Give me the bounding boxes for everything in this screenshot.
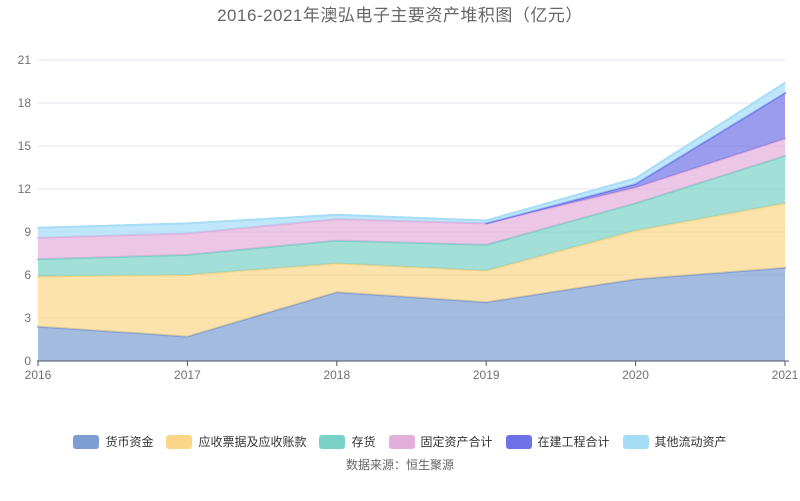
series-area-3[interactable] [38, 138, 785, 260]
legend-item-label: 应收票据及应收账款 [198, 435, 307, 449]
legend-item-label: 固定资产合计 [420, 435, 493, 449]
legend-item-label: 其他流动资产 [654, 435, 727, 449]
legend-swatch-icon [73, 434, 100, 449]
x-axis-label: 2016 [25, 368, 52, 382]
x-axis-label: 2021 [772, 368, 799, 382]
series-area-1[interactable] [38, 203, 785, 337]
y-axis-label: 9 [24, 225, 31, 239]
y-axis-label: 12 [18, 182, 32, 196]
legend-swatch-icon [505, 434, 532, 449]
legend-item-1[interactable]: 应收票据及应收账款 [166, 433, 306, 450]
legend-swatch-icon [166, 434, 193, 449]
chart-title: 2016-2021年澳弘电子主要资产堆积图（亿元） [217, 6, 583, 25]
x-axis-label: 2019 [473, 368, 500, 382]
y-axis-label: 6 [24, 268, 31, 282]
x-axis-label: 2018 [323, 368, 350, 382]
legend-swatch-icon [319, 434, 346, 449]
legend-item-3[interactable]: 固定资产合计 [388, 433, 493, 450]
legend-item-4[interactable]: 在建工程合计 [505, 433, 610, 450]
legend: 货币资金 应收票据及应收账款 存货 固定资产合计 在建工程合计 其他流动资产 [0, 433, 800, 450]
legend-item-label: 存货 [351, 435, 376, 449]
series-area-0[interactable] [38, 267, 785, 361]
legend-item-0[interactable]: 货币资金 [73, 433, 153, 450]
y-axis-label: 0 [24, 354, 31, 368]
legend-swatch-icon [388, 434, 415, 449]
x-axis-label: 2017 [174, 368, 201, 382]
y-axis-label: 18 [18, 96, 32, 110]
legend-item-2[interactable]: 存货 [319, 433, 376, 450]
series-area-2[interactable] [38, 156, 785, 277]
legend-item-label: 在建工程合计 [537, 435, 610, 449]
stacked-area-plot: 0 3 6 9 12 15 18 21 2016 2017 2018 2019 2020 2021 [18, 53, 799, 382]
x-axis-label: 2020 [622, 368, 649, 382]
y-axis-label: 3 [24, 311, 31, 325]
y-axis-label: 21 [18, 53, 32, 67]
y-axis-label: 15 [18, 139, 32, 153]
legend-item-label: 货币资金 [105, 435, 154, 449]
data-source-note: 数据来源：恒生聚源 [345, 458, 454, 472]
legend-swatch-icon [622, 434, 649, 449]
series-line-5 [37, 81, 786, 229]
legend-item-5[interactable]: 其他流动资产 [622, 433, 727, 450]
